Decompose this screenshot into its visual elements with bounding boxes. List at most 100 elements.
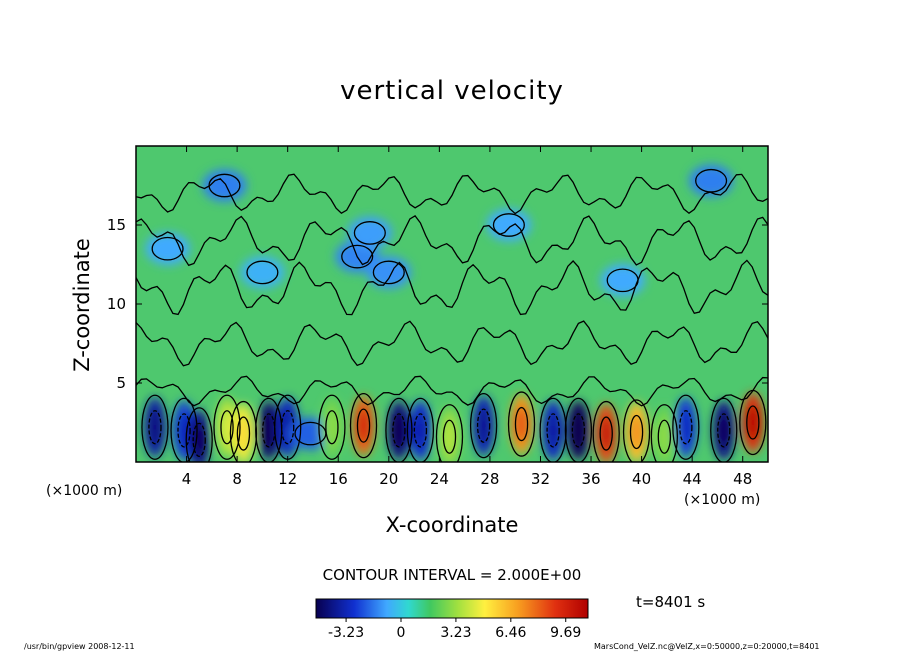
time-label: t=8401 s: [636, 593, 706, 611]
contour-line: [318, 394, 346, 460]
x-tick-label: 28: [480, 470, 499, 488]
contour-line: [469, 393, 498, 459]
contour-line: [476, 408, 491, 443]
colorbar-tick-label: 6.46: [495, 625, 526, 641]
x-tick-label: 4: [182, 470, 192, 488]
contour-line: [406, 397, 435, 462]
velocity-cell-core: [262, 412, 276, 449]
contour-line: [213, 394, 241, 460]
contour-line: [151, 236, 184, 261]
contour-line: [229, 400, 258, 462]
contour-line: [746, 405, 760, 440]
footer-source: MarsCond_VelZ.nc@VelZ,x=0:50000,z=0:2000…: [594, 642, 820, 651]
velocity-cell-core: [514, 406, 529, 443]
contour-line: [679, 410, 693, 445]
contour-line: [372, 260, 405, 285]
colorbar-tick-label: 0: [397, 625, 406, 641]
colorbar-tick-label: 9.69: [550, 625, 581, 641]
velocity-cell-core: [177, 412, 191, 449]
x-tick-label: 12: [278, 470, 297, 488]
x-axis-label: X-coordinate: [385, 513, 519, 537]
contour-line: [170, 397, 198, 462]
contour-interval-label: CONTOUR INTERVAL = 2.000E+00: [322, 566, 582, 584]
contour-line: [657, 419, 672, 454]
x-tick-label: 8: [232, 470, 242, 488]
contour-line: [356, 408, 371, 443]
contour-line: [280, 410, 295, 445]
velocity-cell-core: [220, 409, 234, 446]
x-unit-label-left: (×1000 m): [46, 483, 123, 499]
velocity-cell-core: [413, 412, 427, 449]
contour-line: [148, 410, 162, 445]
velocity-cell-core: [717, 412, 731, 449]
velocity-cell-core: [442, 418, 457, 455]
contour-line: [136, 375, 768, 407]
x-unit-label-right: (×1000 m): [684, 492, 761, 508]
contour-line: [236, 416, 251, 451]
contour-line: [599, 416, 613, 451]
chart-title: vertical velocity: [340, 76, 564, 106]
contour-line: [136, 214, 768, 267]
colorbar: [315, 598, 589, 619]
x-tick-label: 32: [531, 470, 550, 488]
contour-line: [246, 260, 279, 285]
contour-line: [392, 413, 406, 448]
y-tick-label: 15: [107, 216, 126, 234]
contour-line: [442, 419, 457, 454]
x-tick-label: 48: [733, 470, 752, 488]
contour-line: [710, 397, 738, 462]
velocity-cell-core: [392, 412, 406, 449]
velocity-cell-core: [148, 409, 162, 446]
velocity-cell-core: [477, 407, 491, 444]
contour-line: [622, 399, 651, 462]
contour-line: [592, 400, 620, 462]
velocity-cell-core: [657, 418, 671, 455]
x-tick-label: 36: [581, 470, 600, 488]
x-tick-label: 40: [632, 470, 651, 488]
colorbar-tick-label: 3.23: [440, 625, 471, 641]
x-tick-label: 24: [430, 470, 449, 488]
contour-line: [492, 213, 525, 237]
contour-line: [220, 410, 234, 445]
y-tick-label: 5: [116, 374, 126, 392]
contour-line: [136, 320, 768, 367]
contour-line: [341, 244, 374, 269]
contour-line: [136, 259, 768, 316]
contour-line: [349, 393, 378, 459]
contour-line: [539, 397, 567, 462]
contour-line: [192, 422, 206, 458]
contour-line: [672, 394, 700, 460]
contour-line: [717, 413, 731, 448]
contour-line: [177, 413, 191, 448]
footer-command: /usr/bin/gpview 2008-12-11: [24, 642, 135, 651]
contour-line: [507, 391, 536, 457]
velocity-cell-core: [325, 409, 339, 446]
contour-line: [136, 173, 768, 215]
x-tick-label: 16: [329, 470, 348, 488]
contour-line: [141, 394, 169, 460]
velocity-cell-core: [356, 407, 371, 444]
velocity-cell-core: [679, 409, 693, 446]
velocity-cell-core: [236, 415, 251, 452]
contour-line: [564, 397, 593, 462]
y-axis-label: Z-coordinate: [70, 238, 94, 372]
x-tick-label: 44: [683, 470, 702, 488]
y-tick-label: 10: [107, 295, 126, 313]
contour-line: [514, 406, 529, 442]
velocity-cell-core: [746, 404, 760, 441]
velocity-cell-core: [629, 413, 644, 450]
x-tick-label: 20: [379, 470, 398, 488]
contour-line: [629, 414, 644, 450]
contour-line: [435, 404, 464, 462]
contour-line: [353, 221, 386, 245]
contour-line: [546, 413, 560, 448]
contour-line: [185, 407, 213, 462]
contour-line: [413, 413, 428, 448]
colorbar-tick-label: -3.23: [328, 625, 364, 641]
contour-line: [325, 410, 339, 445]
contour-line: [571, 413, 586, 448]
contour-line: [650, 404, 678, 462]
velocity-cell-core: [599, 415, 613, 452]
velocity-cell-core: [546, 412, 560, 449]
